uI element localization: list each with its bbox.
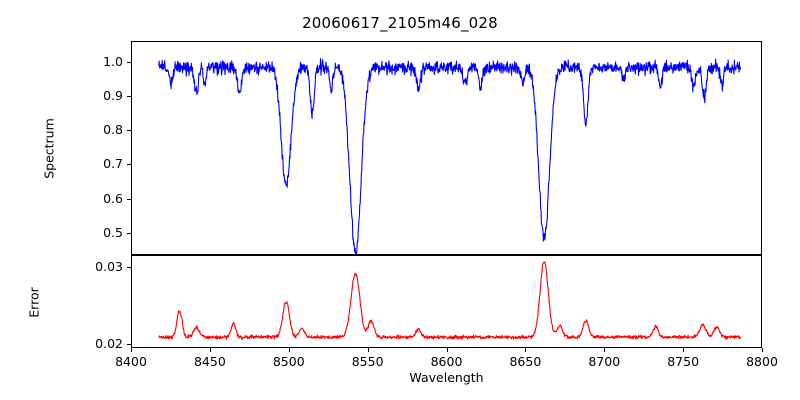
y-tick-error (127, 266, 131, 268)
error-line-series (158, 261, 742, 341)
error-panel (131, 255, 762, 348)
y-tick-label-spectrum: 0.9 (103, 87, 123, 103)
y-tick-label-spectrum: 0.6 (103, 190, 123, 206)
x-tick-label: 8550 (351, 354, 384, 369)
spectrum-line-series (158, 58, 742, 254)
x-tick (762, 348, 763, 352)
y-tick-spectrum (127, 95, 131, 97)
x-tick (604, 348, 606, 352)
x-tick (367, 348, 369, 352)
x-tick-label: 8650 (509, 354, 542, 369)
x-tick-label: 8500 (272, 354, 305, 369)
x-tick-label: 8700 (588, 354, 621, 369)
x-tick (446, 348, 448, 352)
y-tick-error (127, 344, 131, 346)
x-tick (525, 348, 527, 352)
spectrum-y-axis-label: Spectrum (41, 118, 57, 179)
error-y-axis-label: Error (26, 287, 42, 318)
x-tick (209, 348, 211, 352)
x-tick-label: 8450 (193, 354, 226, 369)
x-tick-label: 8600 (430, 354, 463, 369)
y-tick-spectrum (127, 164, 131, 166)
y-tick-label-spectrum: 0.5 (103, 224, 123, 240)
y-tick-spectrum (127, 61, 131, 63)
y-tick-label-error: 0.03 (95, 258, 123, 274)
x-axis-label: Wavelength (409, 370, 484, 385)
x-tick (288, 348, 290, 352)
y-tick-spectrum (127, 198, 131, 200)
x-tick (683, 348, 685, 352)
x-tick-label: 8800 (746, 354, 778, 369)
spectrum-panel (131, 41, 762, 255)
y-tick-label-spectrum: 1.0 (103, 53, 123, 69)
y-tick-label-spectrum: 0.8 (103, 122, 123, 138)
x-tick-label: 8750 (667, 354, 700, 369)
y-tick-label-error: 0.02 (95, 336, 123, 352)
y-tick-spectrum (127, 232, 131, 234)
plot-title: 20060617_2105m46_028 (302, 14, 498, 32)
y-tick-label-spectrum: 0.7 (103, 156, 123, 172)
x-tick (131, 348, 132, 352)
y-tick-spectrum (127, 130, 131, 132)
x-tick-label: 8400 (115, 354, 147, 369)
